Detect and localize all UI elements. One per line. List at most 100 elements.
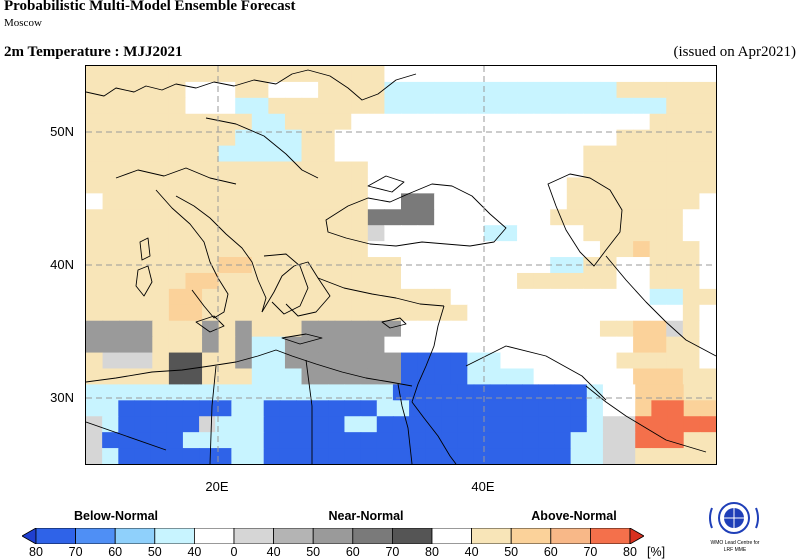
forecast-cell (86, 448, 103, 464)
forecast-cell (666, 177, 684, 194)
forecast-cell (86, 241, 104, 258)
forecast-cell (318, 97, 336, 115)
forecast-cell (182, 448, 200, 464)
forecast-cell (284, 81, 303, 99)
forecast-cell (334, 177, 352, 194)
forecast-cell (102, 272, 120, 290)
forecast-cell (699, 193, 716, 210)
forecast-cell (667, 416, 685, 433)
forecast-cell (284, 336, 303, 354)
forecast-cell (376, 400, 394, 417)
forecast-cell (134, 448, 152, 464)
forecast-cell (384, 352, 402, 370)
forecast-cell (506, 416, 523, 433)
forecast-cell (522, 448, 539, 464)
forecast-cell (235, 352, 253, 370)
forecast-cell (401, 368, 419, 385)
forecast-cell (583, 193, 601, 210)
forecast-cell (152, 336, 170, 354)
persian-gulf (585, 385, 707, 453)
forecast-cell (279, 400, 297, 417)
forecast-cell (517, 97, 535, 115)
forecast-cell (473, 400, 491, 417)
forecast-cell (284, 193, 303, 210)
forecast-cell (473, 432, 491, 449)
forecast-cell (268, 320, 286, 338)
forecast-cell (500, 352, 518, 370)
forecast-cell (583, 81, 601, 99)
forecast-cell (268, 241, 286, 258)
forecast-cell (467, 368, 485, 385)
forecast-cell (318, 304, 336, 322)
forecast-cell (566, 272, 584, 290)
forecast-cell (401, 129, 419, 147)
forecast-cell (376, 432, 394, 449)
forecast-cell (218, 129, 236, 147)
forecast-cell (450, 177, 468, 194)
forecast-cell (202, 193, 220, 210)
forecast-cell (367, 288, 386, 306)
forecast-cell (500, 304, 518, 322)
forecast-cell (500, 320, 518, 338)
forecast-cell (450, 336, 468, 354)
north-africa-coast (86, 349, 413, 387)
forecast-cell (135, 320, 153, 338)
forecast-cell (699, 448, 716, 464)
forecast-cell (550, 209, 568, 226)
forecast-cell (86, 193, 104, 210)
forecast-cell (301, 81, 319, 99)
forecast-cell (392, 448, 410, 464)
forecast-cell (602, 432, 620, 449)
forecast-cell (599, 145, 618, 163)
forecast-cell (185, 225, 203, 242)
forecast-cell (235, 209, 253, 226)
forecast-cell (168, 97, 187, 115)
forecast-cell (231, 384, 249, 401)
forecast-cell (682, 320, 701, 338)
forecast-cell (651, 448, 669, 464)
colorbar-tick-label: 50 (306, 545, 321, 559)
colorbar-tick-label: 50 (147, 545, 162, 559)
forecast-cell (150, 416, 168, 433)
forecast-cell (467, 209, 485, 226)
colorbar-tick-label: 60 (108, 545, 123, 559)
forecast-cell (152, 352, 170, 370)
colorbar-tick-label: 40 (464, 545, 479, 559)
colorbar-segment (431, 528, 472, 544)
forecast-cell (367, 129, 386, 147)
forecast-cell (649, 177, 667, 194)
forecast-cell (312, 448, 329, 464)
forecast-cell (550, 320, 568, 338)
forecast-cell (185, 272, 203, 290)
forecast-cell (401, 288, 419, 306)
forecast-cell (119, 129, 137, 147)
forecast-cell (434, 97, 452, 115)
forecast-cell (251, 193, 269, 210)
forecast-cell (417, 304, 435, 322)
forecast-cell (215, 384, 232, 401)
forecast-cell (235, 113, 253, 131)
forecast-cell (351, 241, 369, 258)
forecast-cell (86, 257, 104, 274)
forecast-cell (135, 193, 153, 210)
forecast-cell (616, 97, 634, 115)
forecast-cell (583, 66, 601, 83)
forecast-cell (434, 241, 452, 258)
forecast-cell (633, 336, 651, 354)
forecast-cell (666, 81, 684, 99)
map-subtitle: Moscow (4, 17, 42, 29)
forecast-cell (500, 272, 518, 290)
forecast-cell (231, 432, 249, 449)
forecast-cell (150, 384, 168, 401)
forecast-cell (500, 81, 518, 99)
forecast-cell (554, 432, 572, 449)
forecast-cell (566, 257, 584, 274)
forecast-cell (570, 384, 588, 401)
forecast-cell (500, 209, 518, 226)
forecast-cell (168, 209, 187, 226)
forecast-cell (185, 97, 203, 115)
forecast-cell (334, 113, 352, 131)
forecast-cell (168, 352, 187, 370)
forecast-cell (566, 81, 584, 99)
forecast-cell (441, 432, 459, 449)
